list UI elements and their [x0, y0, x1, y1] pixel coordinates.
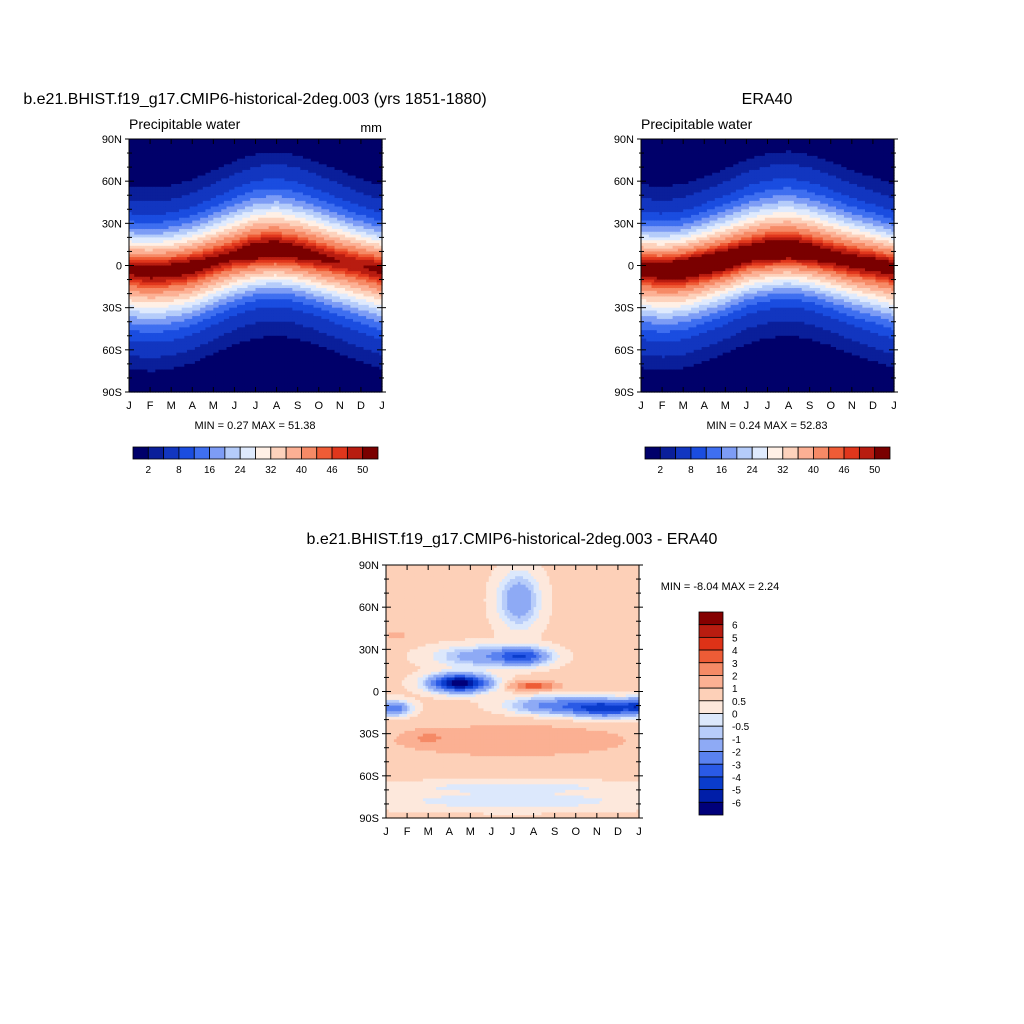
heatmap-cells [129, 139, 383, 393]
chart-panel-1: J F M A M J J A S O N D J90N60N30N030S60S90Sb.e21.BH… [23, 91, 486, 432]
